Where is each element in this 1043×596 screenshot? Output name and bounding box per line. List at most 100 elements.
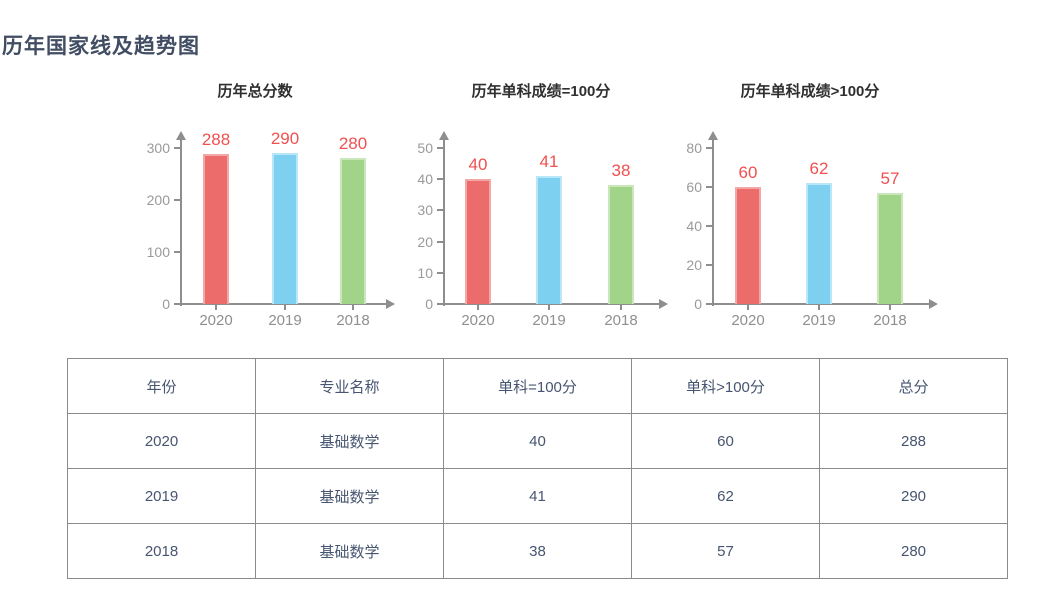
table-row: 2020 基础数学 40 60 288 [67, 413, 1008, 469]
y-tick [706, 147, 712, 149]
y-tick [437, 178, 443, 181]
table-cell: 290 [819, 468, 1008, 524]
x-tick [215, 305, 217, 310]
bar-value-label: 41 [539, 152, 559, 171]
table-body: 2020 基础数学 40 60 288 2019 基础数学 41 62 290 2018 基础数学 38… [67, 413, 1008, 579]
x-axis-arrow-icon [929, 299, 938, 309]
x-category-label: 2020 [199, 312, 233, 329]
y-axis [712, 140, 714, 306]
x-tick [620, 305, 622, 310]
table-header-cell: 单科=100分 [443, 358, 632, 414]
y-tick-label: 20 [686, 257, 702, 273]
scores-table: 年份 专业名称 单科=100分 单科>100分 总分 2020 基础数学 40 60 288 20… [67, 358, 1008, 579]
bar [806, 183, 832, 304]
bar-value-label: 60 [738, 163, 758, 182]
bar [608, 185, 634, 304]
y-tick-label: 80 [686, 140, 702, 156]
table-cell: 280 [819, 523, 1008, 579]
y-tick [437, 209, 443, 212]
x-tick [889, 305, 891, 310]
table-row: 2019 基础数学 41 62 290 [67, 468, 1008, 524]
y-tick [706, 303, 712, 305]
chart-title: 历年单科成绩=100分 [471, 83, 611, 100]
single-subject-eq-100-chart: 历年单科成绩=100分 0 10 20 30 40 50 40 2020 41 2019 38 2018 [381, 78, 695, 348]
y-tick [437, 147, 443, 149]
chart-title: 历年总分数 [217, 83, 293, 100]
y-tick [174, 147, 180, 149]
y-tick-label: 20 [417, 233, 433, 250]
x-axis [174, 303, 386, 305]
y-tick-label: 300 [146, 140, 170, 156]
y-axis-arrow-icon [708, 131, 718, 140]
x-tick [818, 305, 820, 310]
x-tick [284, 305, 286, 310]
y-tick [437, 240, 443, 243]
table-cell: 2019 [67, 468, 256, 524]
x-category-label: 2019 [268, 312, 302, 329]
table-cell: 38 [443, 523, 632, 579]
bar [877, 193, 903, 304]
x-category-label: 2019 [802, 312, 836, 329]
table-header-row: 年份 专业名称 单科=100分 单科>100分 总分 [67, 358, 1008, 414]
table-cell: 40 [443, 413, 632, 469]
bar [272, 153, 298, 304]
table-cell: 基础数学 [255, 413, 444, 469]
table-row: 2018 基础数学 38 57 280 [67, 523, 1008, 579]
bar-value-label: 280 [338, 134, 368, 153]
bar-value-label: 40 [468, 155, 488, 174]
single-subject-gt-100-chart: 历年单科成绩>100分 0 20 40 60 80 60 2020 62 2019 57 2018 [650, 78, 965, 348]
y-tick-label: 30 [417, 202, 433, 219]
bar-value-label: 57 [880, 169, 900, 188]
table-cell: 60 [631, 413, 820, 469]
table-head: 年份 专业名称 单科=100分 单科>100分 总分 [67, 358, 1008, 414]
y-axis [443, 140, 445, 306]
x-category-label: 2018 [336, 312, 370, 329]
x-axis [437, 303, 659, 305]
x-tick [477, 305, 479, 310]
y-tick [437, 303, 443, 305]
y-tick-label: 40 [417, 171, 433, 188]
x-tick [352, 305, 354, 310]
table-header-cell: 专业名称 [255, 358, 444, 414]
table-cell: 62 [631, 468, 820, 524]
bar-value-label: 38 [611, 161, 631, 180]
x-axis-arrow-icon [386, 299, 395, 309]
table-header-cell: 单科>100分 [631, 358, 820, 414]
y-tick-label: 60 [686, 179, 702, 195]
bar [340, 158, 366, 304]
y-tick [174, 199, 180, 201]
x-category-label: 2018 [604, 312, 638, 329]
x-tick [747, 305, 749, 310]
table-cell: 基础数学 [255, 468, 444, 524]
bar-value-label: 290 [270, 129, 300, 148]
bar-value-label: 62 [809, 159, 829, 178]
bar [465, 179, 491, 304]
table-cell: 2018 [67, 523, 256, 579]
y-tick-label: 40 [686, 218, 702, 234]
y-tick-label: 10 [417, 264, 433, 281]
bar [203, 154, 229, 304]
table-cell: 基础数学 [255, 523, 444, 579]
y-tick [174, 303, 180, 305]
x-axis-arrow-icon [659, 299, 668, 309]
x-axis [706, 303, 929, 305]
y-axis [180, 140, 182, 306]
x-category-label: 2020 [461, 312, 495, 329]
y-tick-label: 100 [146, 244, 170, 260]
y-tick-label: 50 [417, 140, 433, 156]
bar-value-label: 288 [201, 130, 231, 149]
x-tick [548, 305, 550, 310]
y-tick [706, 225, 712, 227]
bar [536, 176, 562, 304]
y-tick-label: 0 [694, 296, 702, 312]
table-header-cell: 年份 [67, 358, 256, 414]
total-scores-chart: 历年总分数 0 100 200 300 288 2020 290 2019 280 2018 [118, 78, 422, 348]
page-title: 历年国家线及趋势图 [2, 35, 200, 58]
table-cell: 2020 [67, 413, 256, 469]
x-category-label: 2020 [731, 312, 765, 329]
chart-title: 历年单科成绩>100分 [740, 83, 880, 100]
x-category-label: 2019 [532, 312, 566, 329]
y-tick-label: 200 [146, 192, 170, 208]
y-tick [437, 271, 443, 274]
y-tick [706, 186, 712, 188]
